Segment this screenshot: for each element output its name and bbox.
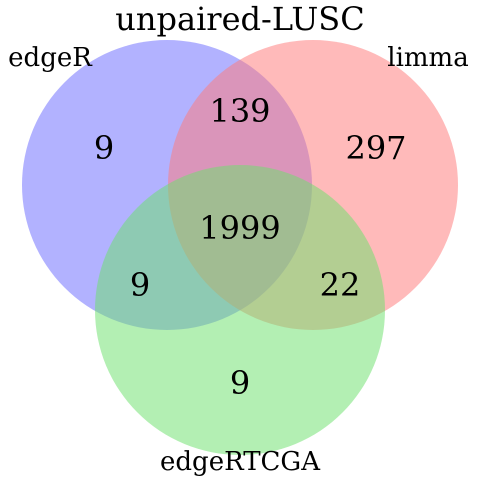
- count-limma-edgeRTCGA: 22: [320, 266, 361, 304]
- diagram-title: unpaired-LUSC: [115, 0, 364, 38]
- count-only-limma: 297: [345, 129, 406, 167]
- count-edgeR-limma: 139: [209, 92, 270, 130]
- edgeRTCGA-circle: [95, 165, 385, 455]
- set-label-edgeR: edgeR: [8, 43, 93, 73]
- set-label-limma: limma: [387, 43, 468, 73]
- count-only-edgeR: 9: [94, 129, 114, 167]
- count-all-three: 1999: [199, 209, 280, 247]
- count-only-edgeRTCGA: 9: [230, 364, 250, 402]
- count-edgeR-edgeRTCGA: 9: [130, 266, 150, 304]
- set-label-edgeRTCGA: edgeRTCGA: [160, 447, 321, 477]
